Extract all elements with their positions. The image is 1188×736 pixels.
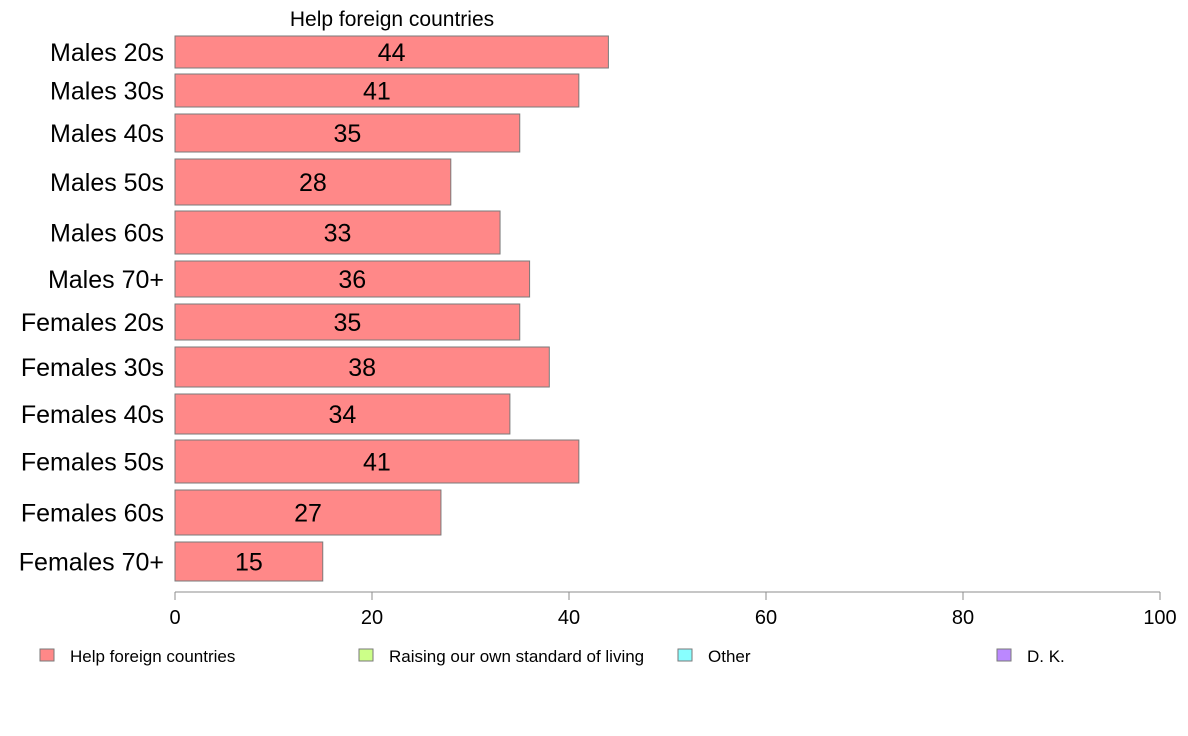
bar-males-50s	[174, 158, 452, 206]
x-tick-label: 100	[1143, 607, 1176, 629]
data-label: 28	[299, 169, 327, 197]
category-label: Females 60s	[21, 500, 164, 528]
data-label: 38	[348, 354, 376, 382]
bar-males-60s	[174, 210, 501, 255]
category-label: Males 30s	[50, 78, 164, 106]
bar-males-30s	[174, 73, 580, 108]
legend-swatch	[677, 648, 693, 662]
data-label: 41	[363, 449, 391, 477]
bars-group: Males 20s 44 Males 30s 41 Males 40s 35 Males 5…	[19, 35, 609, 582]
data-label: 15	[235, 549, 263, 577]
bar-females-40s	[174, 393, 511, 435]
data-label: 44	[378, 39, 406, 67]
category-label: Males 40s	[50, 120, 164, 148]
data-label: 35	[333, 120, 361, 148]
category-label: Females 40s	[21, 401, 164, 429]
legend-swatch	[996, 648, 1012, 662]
data-label: 33	[324, 220, 352, 248]
category-label: Males 70+	[48, 266, 164, 294]
x-tick-label: 80	[952, 607, 974, 629]
legend: Help foreign countries Raising our own st…	[39, 647, 1065, 666]
data-label: 36	[338, 266, 366, 294]
legend-label: Raising our own standard of living	[389, 647, 644, 666]
legend-label: Other	[708, 647, 751, 666]
x-tick-label: 60	[755, 607, 777, 629]
category-label: Males 60s	[50, 220, 164, 248]
data-label: 35	[333, 309, 361, 337]
bar-females-60s	[174, 489, 442, 536]
category-label: Males 50s	[50, 169, 164, 197]
data-label: 34	[329, 401, 357, 429]
x-tick-label: 20	[361, 607, 383, 629]
category-label: Males 20s	[50, 39, 164, 67]
category-label: Females 30s	[21, 354, 164, 382]
legend-swatch	[358, 648, 374, 662]
data-label: 41	[363, 78, 391, 106]
bar-males-40s	[174, 113, 521, 153]
x-tick-label: 40	[558, 607, 580, 629]
bar-females-50s	[174, 439, 580, 484]
category-label: Females 50s	[21, 449, 164, 477]
x-tick-label: 0	[169, 607, 180, 629]
category-label: Females 20s	[21, 309, 164, 337]
category-label: Females 70+	[19, 549, 164, 577]
legend-label: D. K.	[1027, 647, 1065, 666]
data-label: 27	[294, 500, 322, 528]
legend-label: Help foreign countries	[70, 647, 235, 666]
x-axis: 0 20 40 60 80 100	[169, 591, 1177, 629]
bar-females-30s	[174, 346, 550, 388]
bar-males-70-	[174, 260, 531, 298]
bar-females-70-	[174, 541, 324, 582]
bar-females-20s	[174, 303, 521, 341]
bar-males-20s	[174, 35, 609, 69]
chart-title: Help foreign countries	[290, 8, 494, 31]
legend-swatch	[39, 648, 55, 662]
